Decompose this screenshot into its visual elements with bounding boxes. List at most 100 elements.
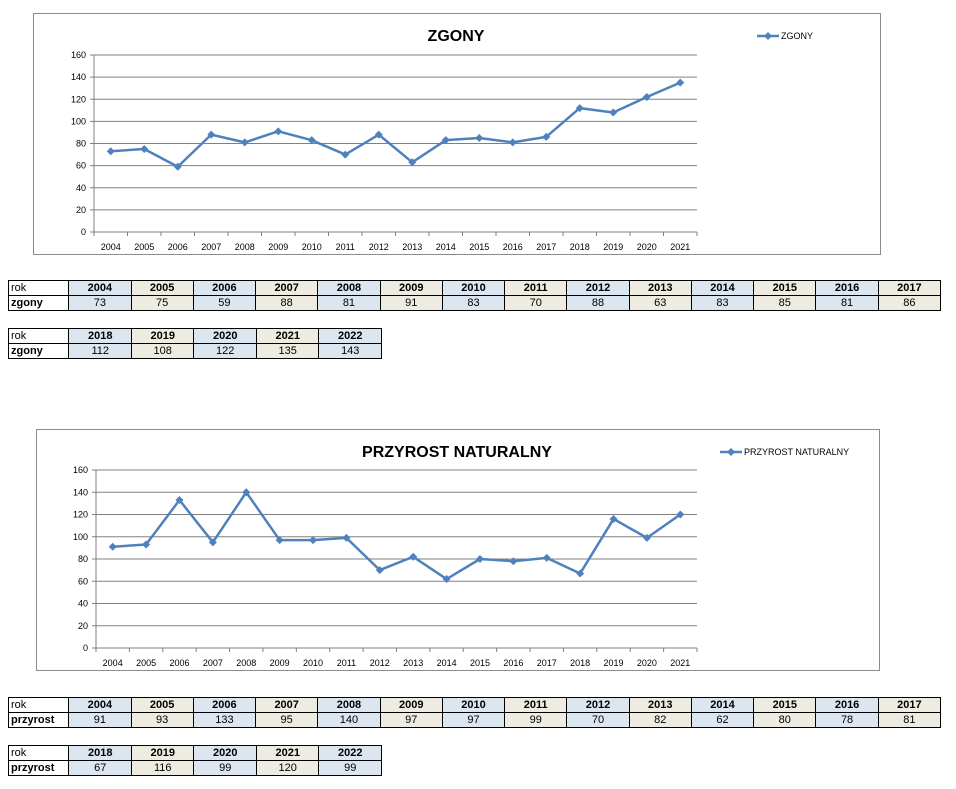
data-point — [242, 488, 251, 497]
x-tick-label: 2012 — [370, 658, 390, 668]
legend-label: PRZYROST NATURALNY — [744, 447, 849, 457]
year-header-cell: 2005 — [130, 697, 194, 713]
value-cell: 120 — [255, 760, 320, 776]
data-point — [475, 555, 484, 563]
year-header-cell: 2011 — [504, 697, 568, 713]
x-tick-label: 2016 — [503, 242, 523, 252]
y-tick-label: 140 — [71, 72, 86, 82]
data-point — [642, 93, 651, 102]
table-header-row: rok 2004 2005 2006 2007 2008 2009 2010 2011 2012 2… — [7, 697, 942, 713]
data-point — [409, 552, 418, 561]
year-header-cell: 2010 — [441, 697, 506, 713]
x-tick-label: 2021 — [670, 658, 690, 668]
value-cell: 91 — [379, 295, 443, 311]
year-header-cell: 2022 — [318, 328, 382, 344]
x-tick-label: 2007 — [201, 242, 221, 252]
data-point — [240, 138, 249, 147]
x-tick-label: 2005 — [136, 658, 156, 668]
data-point — [441, 136, 450, 145]
table-row: przyrost 67 116 99 120 99 — [7, 760, 382, 776]
data-point — [274, 127, 283, 136]
value-cell: 70 — [566, 712, 630, 728]
data-point — [509, 557, 518, 566]
value-cell: 73 — [68, 295, 132, 311]
x-tick-label: 2020 — [637, 242, 657, 252]
row-label: rok — [7, 328, 70, 344]
year-header-cell: 2016 — [815, 697, 879, 713]
year-header-cell: 2015 — [753, 697, 817, 713]
y-tick-label: 120 — [73, 510, 88, 520]
legend-label: ZGONY — [781, 31, 813, 41]
year-header-cell: 2013 — [628, 697, 692, 713]
table-row: zgony 112 108 122 135 143 — [7, 343, 382, 359]
series-line — [112, 491, 682, 581]
year-header-cell: 2012 — [566, 280, 630, 296]
year-header-cell: 2010 — [441, 280, 506, 296]
x-tick-label: 2005 — [134, 242, 154, 252]
year-header-cell: 2005 — [130, 280, 194, 296]
y-tick-label: 80 — [76, 139, 86, 149]
data-point — [542, 553, 551, 562]
year-header-cell: 2018 — [68, 745, 132, 761]
year-header-cell: 2016 — [815, 280, 879, 296]
przyrost-chart-svg: PRZYROST NATURALNY 0 20 40 60 80 100 120 140 160 2… — [73, 444, 849, 668]
value-cell: 81 — [815, 295, 879, 311]
value-cell: 93 — [130, 712, 194, 728]
y-tick-label: 60 — [78, 576, 88, 586]
x-tick-label: 2015 — [469, 242, 489, 252]
y-tick-label: 100 — [73, 532, 88, 542]
zgony-table-2018-2022: rok 2018 2019 2020 2021 2022 zgony 112 108 122 135… — [7, 328, 382, 359]
data-point — [475, 133, 484, 142]
value-cell: 143 — [318, 343, 382, 359]
y-tick-label: 40 — [78, 599, 88, 609]
przyrost-chart: PRZYROST NATURALNY 0 20 40 60 80 100 120 140 160 2… — [36, 429, 880, 671]
value-cell: 80 — [753, 712, 817, 728]
zgony-chart: ZGONY 0 20 40 60 80 100 120 140 160 2004 2005 2006 20… — [33, 13, 881, 255]
x-tick-label: 2006 — [168, 242, 188, 252]
x-tick-label: 2009 — [268, 242, 288, 252]
row-label: przyrost — [7, 712, 70, 728]
value-cell: 67 — [68, 760, 132, 776]
value-cell: 112 — [68, 343, 132, 359]
value-cell: 88 — [566, 295, 630, 311]
data-point — [108, 542, 117, 551]
year-header-cell: 2019 — [130, 328, 195, 344]
legend-marker — [764, 32, 772, 40]
year-header-cell: 2009 — [379, 697, 443, 713]
value-cell: 97 — [441, 712, 506, 728]
x-tick-label: 2018 — [570, 242, 590, 252]
x-tick-label: 2019 — [604, 658, 624, 668]
value-cell: 63 — [628, 295, 692, 311]
value-cell: 140 — [317, 712, 381, 728]
value-cell: 135 — [255, 343, 320, 359]
x-tick-label: 2020 — [637, 658, 657, 668]
value-cell: 75 — [130, 295, 194, 311]
x-tick-label: 2004 — [101, 242, 121, 252]
year-header-cell: 2018 — [68, 328, 132, 344]
year-header-cell: 2008 — [317, 697, 381, 713]
table-header-row: rok 2018 2019 2020 2021 2022 — [7, 328, 382, 344]
table-header-row: rok 2004 2005 2006 2007 2008 2009 2010 2011 2012 2… — [7, 280, 942, 296]
x-tick-label: 2014 — [437, 658, 457, 668]
year-header-cell: 2022 — [318, 745, 382, 761]
year-header-cell: 2017 — [877, 280, 942, 296]
value-cell: 86 — [877, 295, 942, 311]
x-tick-label: 2007 — [203, 658, 223, 668]
year-header-cell: 2021 — [255, 328, 320, 344]
year-header-cell: 2013 — [628, 280, 692, 296]
data-point — [609, 108, 618, 117]
chart-title: PRZYROST NATURALNY — [362, 444, 552, 461]
year-header-cell: 2008 — [317, 280, 381, 296]
value-cell: 81 — [317, 295, 381, 311]
value-cell: 97 — [379, 712, 443, 728]
x-tick-label: 2011 — [336, 242, 355, 252]
value-cell: 78 — [815, 712, 879, 728]
data-point — [442, 575, 451, 584]
table-row: zgony 73 75 59 88 81 91 83 70 88 63 83 85 81 86 — [7, 295, 942, 311]
year-header-cell: 2019 — [130, 745, 195, 761]
year-header-cell: 2012 — [566, 697, 630, 713]
y-tick-label: 80 — [78, 554, 88, 564]
value-cell: 91 — [68, 712, 132, 728]
data-point — [642, 533, 651, 542]
value-cell: 85 — [753, 295, 817, 311]
